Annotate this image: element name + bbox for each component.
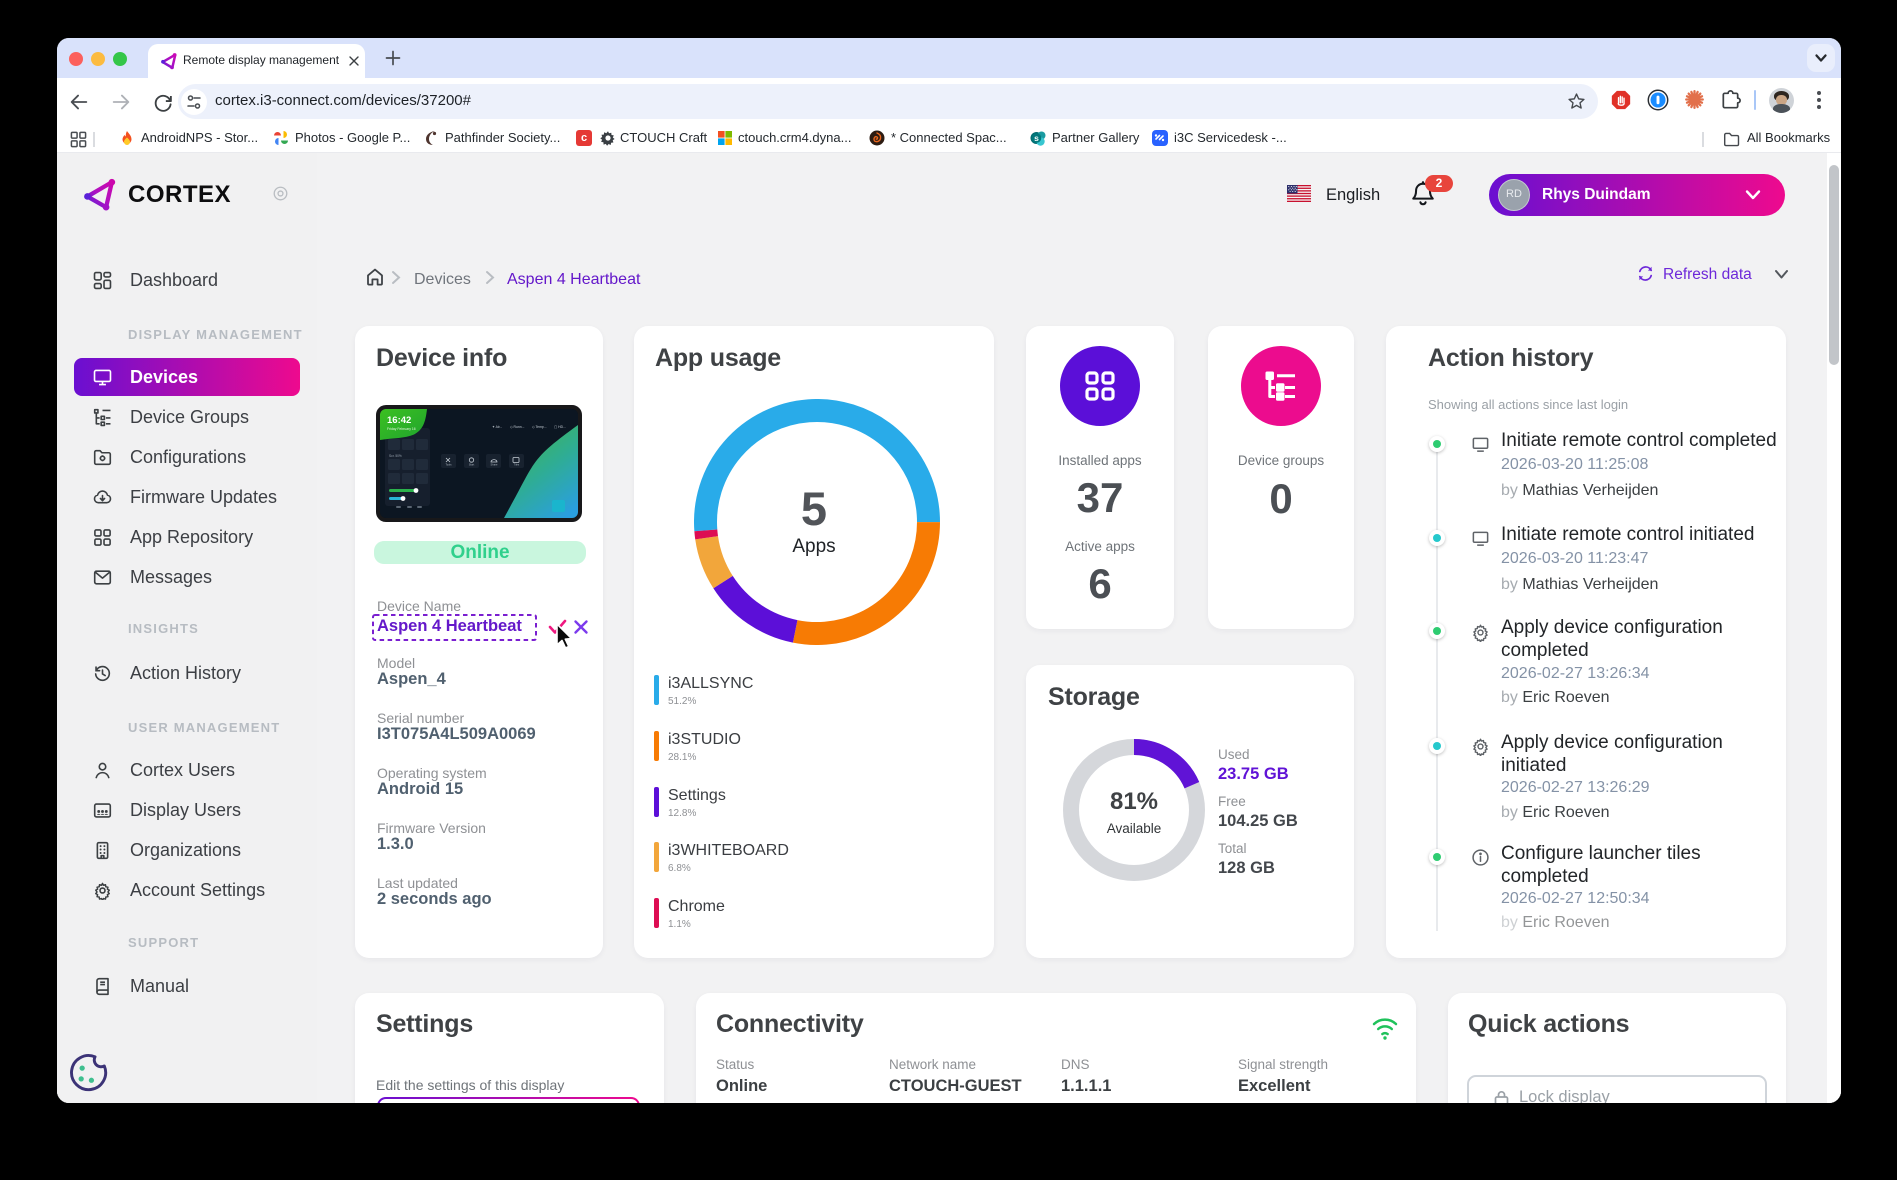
svg-text:◇ Temp...: ◇ Temp...	[532, 425, 547, 429]
svg-text:Tiles: Tiles	[514, 463, 520, 467]
svg-text:▢ HD...: ▢ HD...	[554, 425, 566, 429]
svg-text:16:42: 16:42	[387, 415, 411, 426]
svg-text:Scr. 50%: Scr. 50%	[389, 454, 402, 458]
svg-text:✦ Air...: ✦ Air...	[492, 425, 502, 429]
svg-text:◇ Runn...: ◇ Runn...	[510, 425, 525, 429]
svg-text:Start: Start	[469, 463, 475, 467]
svg-text:s: s	[1034, 133, 1039, 143]
svg-text:Tools: Tools	[445, 463, 452, 467]
svg-text:Friday February 16: Friday February 16	[387, 427, 416, 431]
svg-text:Share: Share	[491, 463, 498, 467]
